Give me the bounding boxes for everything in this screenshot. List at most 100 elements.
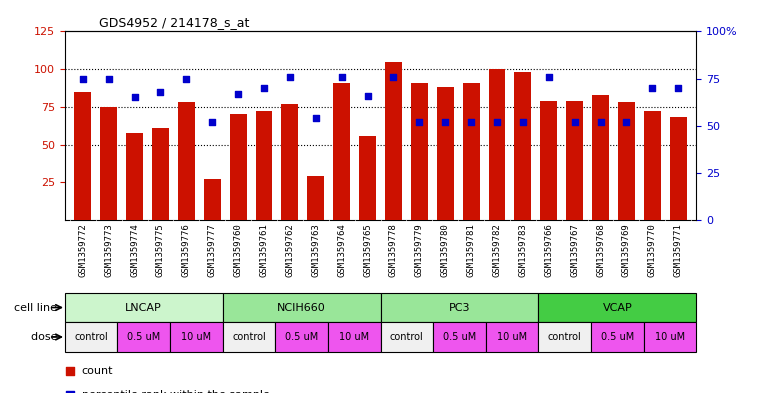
Point — [568, 119, 581, 125]
Bar — [539, 293, 696, 322]
Bar — [223, 293, 380, 322]
Text: GSM1359771: GSM1359771 — [673, 224, 683, 277]
Bar — [566, 101, 583, 220]
Text: GSM1359762: GSM1359762 — [285, 224, 295, 277]
Text: 0.5 uM: 0.5 uM — [600, 332, 634, 342]
Bar — [65, 322, 117, 352]
Point — [258, 85, 270, 91]
Bar — [540, 101, 557, 220]
Bar — [333, 83, 350, 220]
Text: dose: dose — [31, 332, 61, 342]
Text: LNCAP: LNCAP — [126, 303, 162, 312]
Bar — [385, 62, 402, 220]
Bar — [489, 69, 505, 220]
Point — [301, 59, 313, 65]
Bar — [65, 293, 223, 322]
Point — [543, 73, 555, 80]
Point — [154, 89, 167, 95]
Text: VCAP: VCAP — [603, 303, 632, 312]
Bar — [437, 87, 454, 220]
Point — [310, 115, 322, 121]
Text: GSM1359774: GSM1359774 — [130, 224, 139, 277]
Bar — [592, 95, 609, 220]
Point — [620, 119, 632, 125]
Text: 10 uM: 10 uM — [497, 332, 527, 342]
Text: GSM1359776: GSM1359776 — [182, 224, 191, 277]
Bar — [282, 104, 298, 220]
Point — [594, 119, 607, 125]
Text: 10 uM: 10 uM — [655, 332, 685, 342]
Text: cell line: cell line — [14, 303, 61, 312]
Point — [387, 73, 400, 80]
Text: GSM1359778: GSM1359778 — [389, 224, 398, 277]
Point — [672, 85, 684, 91]
Text: GSM1359772: GSM1359772 — [78, 224, 88, 277]
Bar — [644, 322, 696, 352]
Text: 0.5 uM: 0.5 uM — [443, 332, 476, 342]
Text: GSM1359775: GSM1359775 — [156, 224, 165, 277]
Bar — [223, 322, 275, 352]
Point — [439, 119, 451, 125]
Text: control: control — [232, 332, 266, 342]
Text: NCIH660: NCIH660 — [277, 303, 326, 312]
Bar — [644, 112, 661, 220]
Text: GSM1359760: GSM1359760 — [234, 224, 243, 277]
Text: GSM1359766: GSM1359766 — [544, 224, 553, 277]
Text: GSM1359780: GSM1359780 — [441, 224, 450, 277]
Bar — [380, 322, 433, 352]
Point — [646, 85, 658, 91]
Bar — [411, 83, 428, 220]
Text: GSM1359761: GSM1359761 — [260, 224, 269, 277]
Text: GDS4952 / 214178_s_at: GDS4952 / 214178_s_at — [99, 16, 250, 29]
Point — [413, 119, 425, 125]
Point — [361, 92, 374, 99]
Text: GSM1359777: GSM1359777 — [208, 224, 217, 277]
Text: control: control — [390, 332, 424, 342]
Bar — [170, 322, 223, 352]
Bar — [539, 322, 591, 352]
Bar — [126, 132, 143, 220]
Text: 10 uM: 10 uM — [339, 332, 369, 342]
Text: GSM1359779: GSM1359779 — [415, 224, 424, 277]
Text: GSM1359769: GSM1359769 — [622, 224, 631, 277]
Text: GSM1359764: GSM1359764 — [337, 224, 346, 277]
Text: 0.5 uM: 0.5 uM — [285, 332, 318, 342]
Bar — [328, 322, 380, 352]
Point — [465, 119, 477, 125]
Point — [232, 90, 244, 97]
Bar — [670, 118, 686, 220]
Bar — [117, 322, 170, 352]
Bar — [514, 72, 531, 220]
Point — [301, 273, 313, 279]
Point — [103, 75, 115, 82]
Text: GSM1359782: GSM1359782 — [492, 224, 501, 277]
Bar — [100, 107, 117, 220]
Bar — [463, 83, 479, 220]
Text: 0.5 uM: 0.5 uM — [127, 332, 161, 342]
Text: GSM1359763: GSM1359763 — [311, 224, 320, 277]
Bar — [380, 293, 539, 322]
Bar — [618, 102, 635, 220]
Text: control: control — [548, 332, 581, 342]
Bar — [178, 102, 195, 220]
Text: control: control — [74, 332, 108, 342]
Point — [77, 75, 89, 82]
Bar — [486, 322, 539, 352]
Text: GSM1359767: GSM1359767 — [570, 224, 579, 277]
Point — [491, 119, 503, 125]
Bar — [359, 136, 376, 220]
Point — [180, 75, 193, 82]
Bar — [256, 112, 272, 220]
Text: GSM1359770: GSM1359770 — [648, 224, 657, 277]
Text: GSM1359765: GSM1359765 — [363, 224, 372, 277]
Bar — [275, 322, 328, 352]
Text: GSM1359768: GSM1359768 — [596, 224, 605, 277]
Bar — [307, 176, 324, 220]
Point — [206, 119, 218, 125]
Point — [336, 73, 348, 80]
Bar — [433, 322, 486, 352]
Bar — [152, 128, 169, 220]
Text: count: count — [82, 366, 113, 376]
Text: GSM1359783: GSM1359783 — [518, 224, 527, 277]
Text: 10 uM: 10 uM — [181, 332, 212, 342]
